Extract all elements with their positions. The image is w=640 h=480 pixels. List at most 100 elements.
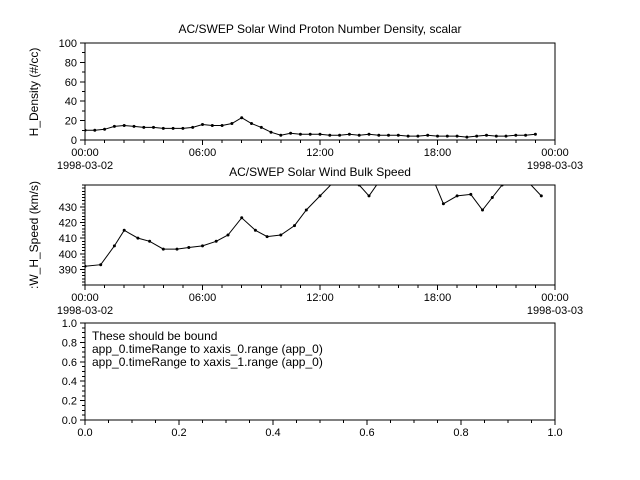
y-tick-label: 410 — [59, 233, 77, 245]
y-tick-label: 40 — [65, 96, 77, 108]
plot0-series — [85, 116, 537, 139]
x-tick-label: 0.4 — [265, 427, 280, 439]
data-point — [289, 131, 293, 135]
plot1-date-right: 1998-03-03 — [527, 305, 583, 317]
data-point — [514, 133, 518, 137]
y-tick-label: 80 — [65, 57, 77, 69]
data-point — [112, 244, 116, 248]
y-tick-label: 0.6 — [62, 357, 77, 369]
y-tick-label: 20 — [65, 116, 77, 128]
data-point — [132, 124, 136, 128]
data-point — [455, 134, 459, 138]
plot0-date-left: 1998-03-02 — [57, 160, 113, 172]
plot1-ylabel: :W_H_Speed (km/s) — [27, 181, 41, 289]
data-point — [148, 239, 152, 243]
plot0-ylabel: H_Density (#/cc) — [27, 48, 41, 137]
data-point — [304, 208, 308, 212]
data-point — [490, 196, 494, 199]
x-tick-label: 00:00 — [541, 147, 569, 159]
x-tick-label: 00:00 — [71, 292, 99, 304]
data-point — [191, 125, 195, 129]
data-point — [175, 247, 179, 251]
data-point — [406, 134, 410, 138]
data-point — [528, 182, 531, 185]
data-point — [338, 133, 342, 137]
x-tick-label: 0.2 — [171, 427, 186, 439]
data-point — [357, 185, 361, 187]
binding-note-line1: These should be bound — [92, 329, 217, 343]
data-point — [240, 216, 244, 220]
data-point — [171, 126, 175, 130]
data-point — [269, 130, 273, 134]
data-point — [122, 228, 126, 232]
y-tick-label: 0.8 — [62, 337, 77, 349]
data-point — [500, 185, 504, 187]
data-point — [152, 125, 155, 129]
plot1-title: AC/SWEP Solar Wind Bulk Speed — [229, 165, 411, 179]
data-point — [504, 134, 508, 138]
x-tick-label: 06:00 — [189, 292, 217, 304]
x-tick-label: 18:00 — [424, 292, 452, 304]
data-point — [226, 233, 230, 237]
data-point — [103, 127, 107, 131]
x-tick-label: 12:00 — [306, 292, 334, 304]
data-point — [85, 128, 87, 132]
y-tick-label: 0.2 — [62, 396, 77, 408]
y-tick-label: 1.0 — [62, 318, 77, 330]
data-point — [142, 125, 146, 129]
data-point — [432, 179, 435, 182]
data-point — [136, 236, 140, 240]
x-tick-label: 06:00 — [189, 147, 217, 159]
data-point — [181, 126, 185, 130]
data-point — [367, 194, 371, 198]
plot2: 0.0 0.2 0.4 0.6 0.8 1.0 0.0 0.2 0.4 0.6 0.8 1.0 — [62, 318, 563, 439]
data-point — [279, 133, 283, 137]
plot0-title: AC/SWEP Solar Wind Proton Number Density… — [179, 22, 462, 36]
y-tick-label: 0 — [71, 135, 77, 147]
data-point — [465, 135, 469, 139]
data-point — [387, 133, 390, 137]
data-point — [420, 171, 423, 174]
data-point — [455, 194, 459, 198]
x-tick-label: 0.8 — [453, 427, 468, 439]
y-tick-label: 0.0 — [62, 415, 77, 427]
data-point — [99, 263, 103, 267]
plot1: 00:00 06:00 12:00 18:00 00:00 390 400 410 420 430 — [59, 171, 569, 304]
data-point — [416, 134, 420, 138]
plot1-date-left: 1998-03-02 — [57, 305, 113, 317]
plot0-date-right: 1998-03-03 — [527, 160, 583, 172]
data-point — [494, 134, 498, 138]
data-point — [161, 126, 165, 130]
x-tick-label: 00:00 — [71, 147, 99, 159]
x-tick-label: 00:00 — [541, 292, 569, 304]
data-point — [533, 132, 537, 136]
data-point — [201, 244, 204, 248]
data-point — [436, 134, 439, 138]
data-point — [210, 124, 214, 127]
data-point — [485, 133, 488, 137]
data-point — [347, 132, 351, 136]
data-point — [377, 133, 381, 137]
data-point — [250, 122, 253, 125]
data-point — [469, 192, 473, 196]
x-tick-label: 1.0 — [547, 427, 562, 439]
y-tick-label: 60 — [65, 77, 77, 89]
data-point — [161, 247, 165, 251]
data-point — [318, 194, 322, 198]
plot1-area[interactable] — [84, 184, 556, 286]
data-point — [298, 132, 302, 136]
y-tick-label: 0.4 — [62, 376, 77, 388]
data-point — [377, 180, 380, 183]
data-point — [514, 171, 517, 174]
data-point — [293, 224, 296, 228]
data-point — [524, 133, 528, 137]
data-point — [539, 194, 543, 198]
y-tick-label: 100 — [59, 38, 77, 50]
data-point — [279, 233, 283, 237]
data-point — [396, 133, 400, 137]
data-point — [441, 202, 445, 206]
plot0-area[interactable] — [84, 42, 556, 141]
